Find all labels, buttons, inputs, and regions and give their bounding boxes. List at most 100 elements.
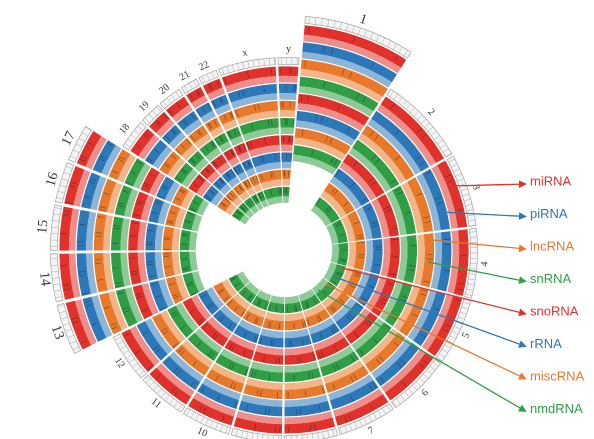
signal-mark: [168, 283, 175, 286]
ring-light: [284, 295, 300, 304]
signal-mark: [258, 193, 262, 200]
signal-mark: [230, 150, 234, 156]
ideogram-tick: [332, 429, 335, 437]
ring-light: [333, 388, 383, 417]
signal-mark: [268, 408, 270, 415]
ring-light: [154, 224, 164, 251]
signal-mark: [69, 185, 76, 188]
signal-mark: [180, 325, 186, 330]
ring-dark: [76, 253, 92, 297]
signal-mark: [233, 167, 238, 174]
ring-dark: [310, 322, 340, 344]
signal-mark: [233, 383, 237, 390]
ring-dark: [92, 140, 116, 174]
signal-mark: [268, 304, 271, 311]
ring-dark: [353, 240, 366, 271]
ring-light: [284, 361, 319, 373]
signal-mark: [368, 177, 374, 183]
ring-light: [205, 147, 222, 162]
signal-mark: [336, 170, 340, 176]
signal-mark: [162, 185, 168, 189]
ring-light: [365, 276, 387, 311]
signal-mark: [205, 194, 211, 199]
chromosome-sector: [292, 15, 412, 175]
ring-light: [303, 34, 402, 74]
signal-mark: [80, 340, 87, 344]
signal-mark: [247, 200, 252, 206]
ring-light: [232, 293, 251, 310]
chromosome-sector: [50, 251, 199, 303]
ring-light: [421, 294, 453, 351]
signal-mark: [71, 317, 78, 320]
ring-dark: [166, 276, 184, 304]
ring-light: [301, 51, 392, 88]
signal-mark: [228, 323, 233, 329]
ring-light: [281, 161, 292, 169]
signal-mark: [190, 292, 197, 296]
ring-light: [294, 137, 346, 161]
signal-mark: [390, 179, 396, 184]
ideogram: [122, 122, 147, 151]
ring-dark: [280, 118, 295, 128]
legend-label: miRNA: [530, 173, 571, 188]
signal-mark: [335, 222, 341, 226]
signal-mark: [134, 350, 140, 355]
ring-dark: [215, 354, 250, 377]
ideogram-tick: [440, 144, 447, 149]
signal-mark: [240, 205, 246, 211]
ring-dark: [99, 292, 122, 335]
ideogram-tick: [465, 203, 473, 207]
signal-mark: [267, 120, 270, 127]
chromosome-label: 12: [112, 356, 127, 370]
signal-mark: [136, 202, 143, 206]
ring-light: [191, 95, 208, 109]
ideogram-tick: [460, 188, 468, 192]
ring-light: [107, 182, 123, 214]
signal-mark: [174, 390, 179, 396]
ring-light: [120, 218, 130, 251]
signal-mark: [226, 196, 232, 201]
ideogram-tick: [301, 434, 303, 439]
ideogram-tick: [75, 143, 83, 148]
ring-dark: [355, 322, 392, 359]
ring-dark: [179, 229, 192, 251]
ideogram-tick: [382, 407, 387, 415]
signal-mark: [237, 146, 241, 152]
ring-dark: [380, 96, 445, 164]
ring-light: [124, 188, 139, 218]
signal-mark: [301, 129, 304, 136]
ideogram-tick: [458, 316, 465, 320]
signal-mark: [147, 157, 153, 162]
ideogram-tick: [349, 423, 353, 431]
ring-light: [232, 196, 243, 207]
ideogram-tick: [375, 34, 380, 42]
signal-mark: [372, 338, 378, 344]
ideogram: [56, 303, 82, 354]
ideogram-tick: [127, 138, 134, 144]
ring-light: [194, 328, 223, 354]
signal-mark: [181, 234, 188, 237]
signal-mark: [217, 288, 223, 293]
ring-light: [238, 319, 262, 335]
ring-light: [260, 328, 284, 339]
signal-mark: [189, 208, 195, 212]
ring-light: [158, 279, 175, 308]
ring-dark: [221, 66, 277, 87]
ideogram-tick: [387, 40, 391, 47]
signal-mark: [207, 123, 212, 129]
signal-mark: [270, 171, 273, 178]
signal-mark: [221, 202, 227, 207]
ideogram: [304, 15, 412, 59]
signal-mark: [201, 106, 206, 113]
ring-light: [140, 195, 155, 221]
signal-mark: [312, 353, 316, 360]
signal-mark: [419, 161, 425, 166]
ring-light: [313, 331, 345, 351]
signal-mark: [125, 181, 132, 185]
signal-mark: [198, 320, 204, 325]
signal-mark: [318, 315, 322, 321]
ring-light: [351, 318, 384, 351]
ideogram-tick: [377, 410, 382, 417]
chromosome-label: 15: [35, 219, 51, 234]
ring-dark: [335, 301, 364, 330]
